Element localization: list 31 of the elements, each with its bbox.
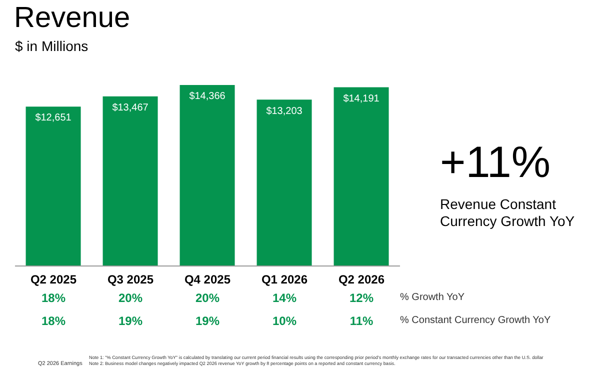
bar xyxy=(102,96,158,266)
text: 11% xyxy=(348,314,374,328)
text: +11% xyxy=(440,138,550,188)
text: 10% xyxy=(271,314,298,328)
data-label: $13,203 xyxy=(266,106,303,117)
text: 20% xyxy=(194,291,221,305)
text: Revenue Constant Currency Growth YoY xyxy=(440,196,576,230)
text: 19% xyxy=(194,314,221,328)
text: 19% xyxy=(117,314,144,328)
text: % Constant Currency Growth YoY xyxy=(400,315,551,326)
chart-subtitle: $ in Millions xyxy=(15,38,88,54)
text: % Growth YoY xyxy=(400,292,464,303)
data-label: $12,651 xyxy=(35,112,72,124)
text: 20% xyxy=(117,291,144,305)
bar xyxy=(180,85,235,266)
text: 14% xyxy=(271,291,298,305)
data-label: $13,467 xyxy=(112,102,149,114)
x-tick-label: Q2 2026 xyxy=(338,272,385,287)
bar xyxy=(26,106,81,266)
data-label: $14,191 xyxy=(343,93,380,104)
x-tick-label: Q3 2025 xyxy=(107,272,154,287)
x-tick-label: Q1 2026 xyxy=(261,272,308,287)
chart-title: Revenue xyxy=(14,2,130,35)
data-label: $14,366 xyxy=(189,91,226,102)
bar xyxy=(256,100,312,266)
x-tick-label: Q2 2025 xyxy=(30,272,77,287)
x-tick-label: Q4 2025 xyxy=(184,272,231,287)
text: 18% xyxy=(40,291,67,305)
bar xyxy=(334,87,389,266)
text: 12% xyxy=(348,291,375,305)
text: 18% xyxy=(40,314,67,328)
